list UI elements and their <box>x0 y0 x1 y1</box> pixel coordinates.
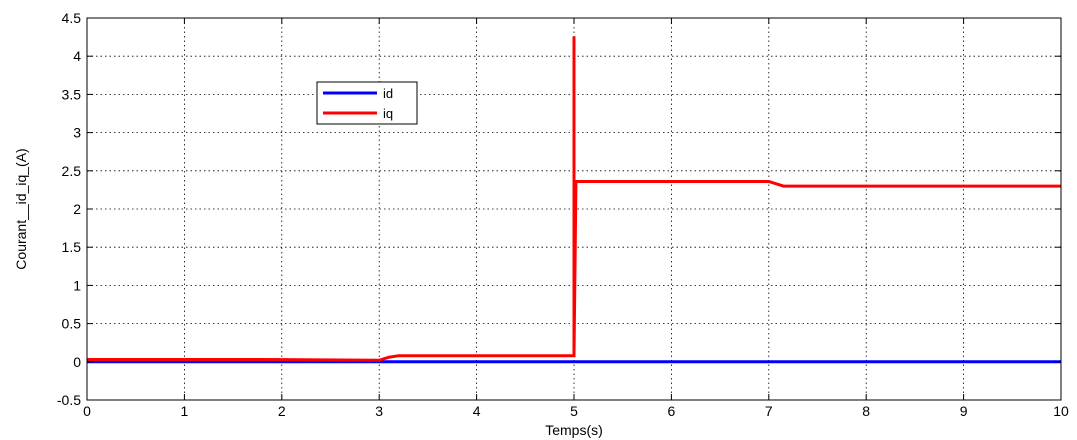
series-group <box>87 36 1061 364</box>
x-tick-label: 4 <box>473 403 481 419</box>
y-tick-label: 1.5 <box>62 239 82 255</box>
x-tick-label: 5 <box>570 403 578 419</box>
y-tick-label: 1 <box>73 277 81 293</box>
y-tick-label: 4 <box>73 48 81 64</box>
legend-label-id: id <box>383 86 393 101</box>
axis-titles: Temps(s) Courant__id_iq_(A) <box>13 148 603 438</box>
x-axis-title: Temps(s) <box>545 422 603 438</box>
y-tick-label: 0 <box>73 354 81 370</box>
y-axis-title: Courant__id_iq_(A) <box>13 148 29 269</box>
x-tick-label: 3 <box>375 403 383 419</box>
x-tick-label: 6 <box>668 403 676 419</box>
x-tick-label: 10 <box>1053 403 1069 419</box>
y-tick-label: 2.5 <box>62 163 82 179</box>
y-tick-label: 4.5 <box>62 10 82 26</box>
y-tick-label: -0.5 <box>57 392 81 408</box>
x-tick-label: 7 <box>765 403 773 419</box>
x-tick-label: 9 <box>960 403 968 419</box>
series-line-iq <box>87 36 1061 362</box>
y-tick-label: 3 <box>73 125 81 141</box>
ticks: 0 1 2 3 4 5 6 7 8 9 10-0.500.511.522.533.544.5 <box>57 10 1069 419</box>
legend: id iq <box>316 81 418 125</box>
y-tick-label: 2 <box>73 201 81 217</box>
y-tick-label: 0.5 <box>62 316 82 332</box>
x-tick-label: 0 <box>83 403 91 419</box>
legend-label-iq: iq <box>383 106 393 121</box>
x-tick-label: 8 <box>862 403 870 419</box>
x-tick-label: 1 <box>181 403 189 419</box>
y-tick-label: 3.5 <box>62 86 82 102</box>
legend-box <box>316 81 418 125</box>
x-tick-label: 2 <box>278 403 286 419</box>
